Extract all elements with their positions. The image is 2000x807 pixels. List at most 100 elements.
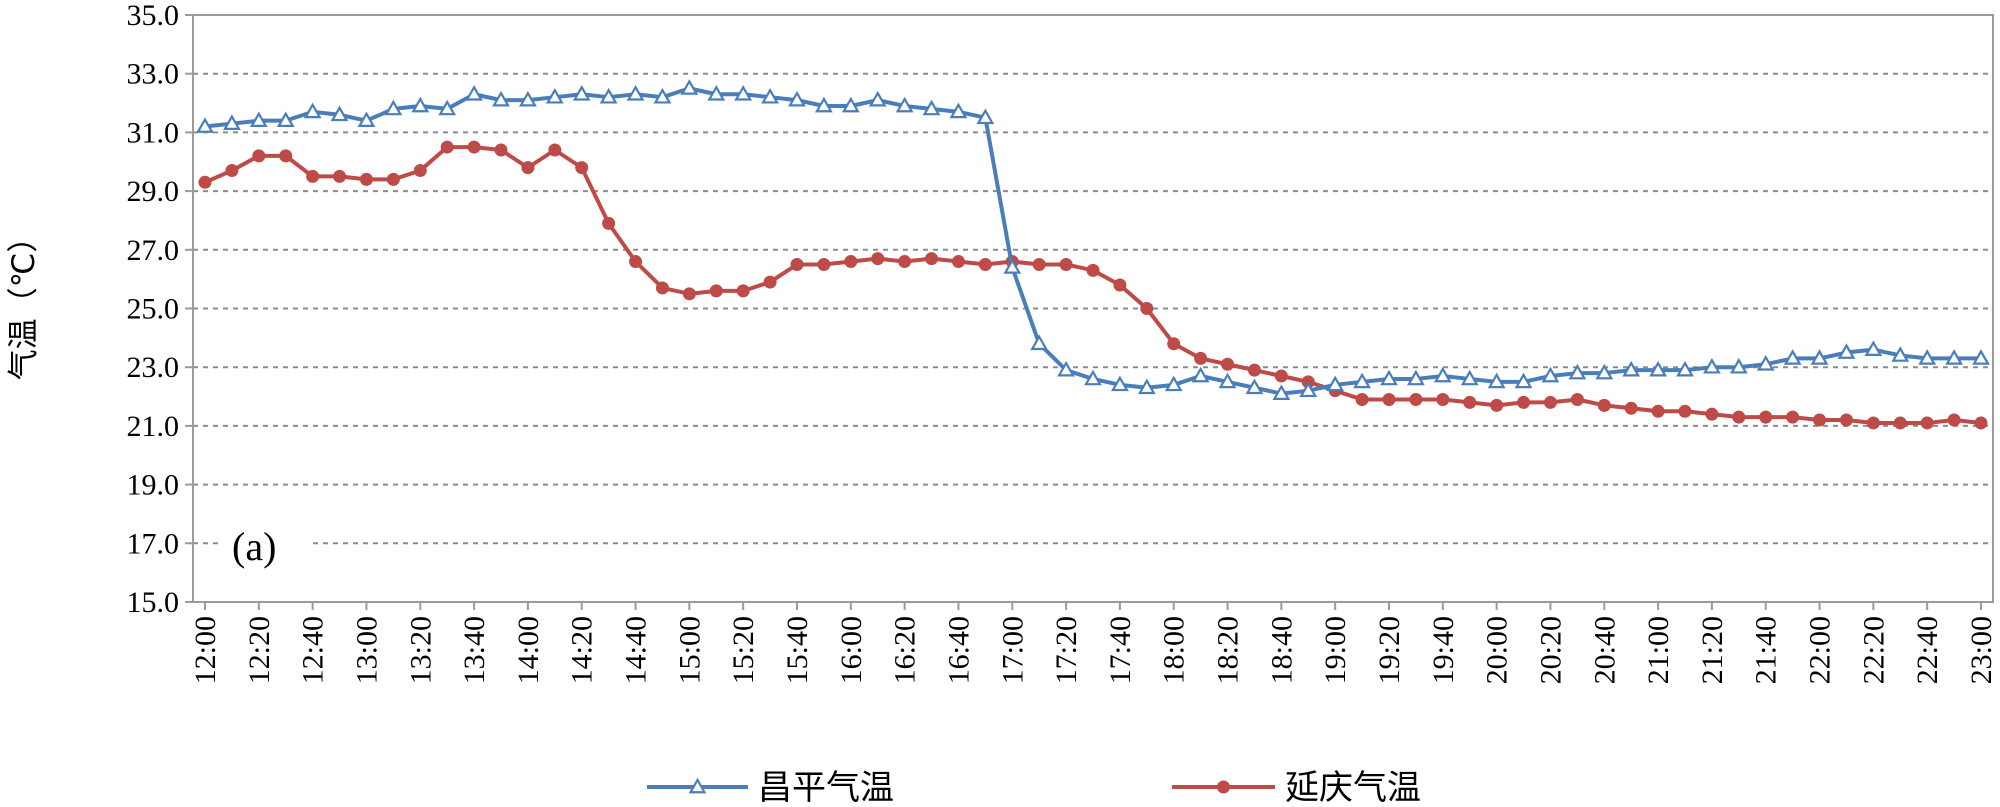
data-point-triangle [492, 90, 510, 107]
legend-item-changping: 昌平气温 [647, 768, 894, 807]
data-point-circle [1597, 398, 1611, 412]
data-point-triangle [1164, 375, 1183, 392]
data-point-circle [898, 255, 912, 269]
data-point-triangle [1030, 334, 1049, 351]
data-point-circle [1543, 395, 1557, 409]
data-point-triangle [653, 87, 672, 104]
data-point-circle [279, 149, 293, 163]
data-point-circle [1705, 407, 1719, 421]
data-point-circle [521, 161, 535, 175]
data-point-circle [629, 255, 643, 269]
x-tick-label: 16:40 [942, 616, 975, 684]
data-point-circle [1893, 416, 1907, 430]
data-point-triangle [1541, 366, 1560, 383]
data-point-triangle [411, 96, 430, 113]
data-point-circle [1059, 257, 1073, 271]
y-tick-label: 33.0 [127, 58, 180, 91]
x-tick-label: 23:00 [1965, 616, 1998, 684]
data-point-triangle [761, 87, 779, 104]
data-point-triangle [1137, 378, 1156, 395]
y-tick-label: 31.0 [127, 116, 180, 149]
data-point-circle [1355, 392, 1369, 406]
data-point-triangle [1433, 366, 1452, 383]
x-tick-label: 16:20 [889, 616, 922, 684]
data-point-circle [1570, 392, 1584, 406]
x-tick-label: 18:00 [1158, 616, 1191, 684]
data-point-triangle [249, 111, 268, 128]
data-point-triangle [357, 111, 376, 128]
data-point-circle [1839, 413, 1853, 427]
panel-label-group: (a) [222, 517, 310, 573]
x-tick-label: 12:40 [297, 616, 330, 684]
data-point-triangle [1918, 349, 1937, 365]
data-point-triangle [1703, 357, 1721, 374]
y-tick-label: 35.0 [127, 0, 180, 32]
x-tick-label: 16:00 [835, 616, 868, 684]
data-point-circle [655, 281, 669, 295]
data-point-circle [1247, 363, 1261, 377]
data-point-triangle [1729, 357, 1748, 374]
data-point-triangle [572, 85, 591, 101]
y-tick-label: 19.0 [127, 469, 180, 502]
data-point-circle [1032, 257, 1046, 271]
series-line [204, 86, 1981, 396]
data-point-triangle [1864, 340, 1883, 356]
data-point-circle [1167, 337, 1181, 351]
x-tick-label: 15:20 [727, 616, 760, 684]
x-tick-label: 19:00 [1319, 616, 1352, 684]
data-point-circle [1651, 404, 1665, 418]
data-point-circle [225, 164, 239, 178]
data-point-triangle [1057, 360, 1075, 377]
data-point-circle [386, 172, 400, 186]
y-tick-label: 27.0 [127, 234, 180, 267]
data-point-circle [682, 287, 696, 301]
x-tick-label: 14:00 [512, 616, 545, 684]
data-point-circle [1866, 416, 1880, 430]
data-point-circle [1086, 263, 1100, 277]
data-point-circle [817, 257, 831, 271]
data-point-triangle [223, 114, 241, 130]
x-tick-label: 17:20 [1050, 616, 1083, 684]
data-point-triangle [276, 111, 295, 128]
data-point-circle [1221, 357, 1235, 371]
data-point-triangle [707, 85, 726, 101]
y-axis-label: 气温（℃） [6, 222, 42, 381]
data-point-triangle [1972, 349, 1990, 365]
data-point-circle [1140, 302, 1154, 315]
data-point-triangle [788, 90, 806, 107]
data-point-circle [1409, 392, 1423, 406]
data-point-circle [1436, 392, 1450, 406]
data-point-triangle [465, 85, 483, 101]
x-tick-label: 12:20 [243, 616, 276, 684]
data-point-triangle [1191, 366, 1210, 383]
y-tick-label: 21.0 [127, 410, 180, 443]
data-point-triangle [545, 87, 564, 104]
data-point-circle [548, 143, 562, 157]
data-point-triangle [949, 102, 968, 119]
x-tick-label: 21:20 [1696, 616, 1729, 684]
data-point-triangle [1380, 369, 1398, 386]
x-tick-label: 15:00 [673, 616, 706, 684]
data-point-circle [333, 169, 347, 183]
data-point-triangle [1837, 343, 1856, 359]
data-point-triangle [1810, 349, 1829, 365]
y-tick-label: 25.0 [127, 293, 180, 326]
x-tick-label: 21:40 [1750, 616, 1783, 684]
data-point-triangle [680, 79, 699, 95]
legend-label: 延庆气温 [1285, 768, 1421, 807]
data-point-triangle [922, 99, 941, 116]
data-point-circle [575, 161, 589, 175]
x-tick-label: 22:00 [1804, 616, 1837, 684]
data-point-triangle [519, 90, 537, 107]
x-tick-label: 17:40 [1104, 616, 1137, 684]
series-layer [196, 79, 1990, 430]
data-point-circle [252, 149, 266, 163]
data-point-triangle [1326, 375, 1345, 392]
data-point-circle [1382, 392, 1396, 406]
data-point-triangle [1595, 363, 1614, 380]
data-point-circle [1813, 413, 1827, 427]
x-tick-label: 14:20 [566, 616, 599, 684]
x-tick-label: 17:00 [996, 616, 1029, 684]
data-point-circle [1517, 395, 1531, 409]
